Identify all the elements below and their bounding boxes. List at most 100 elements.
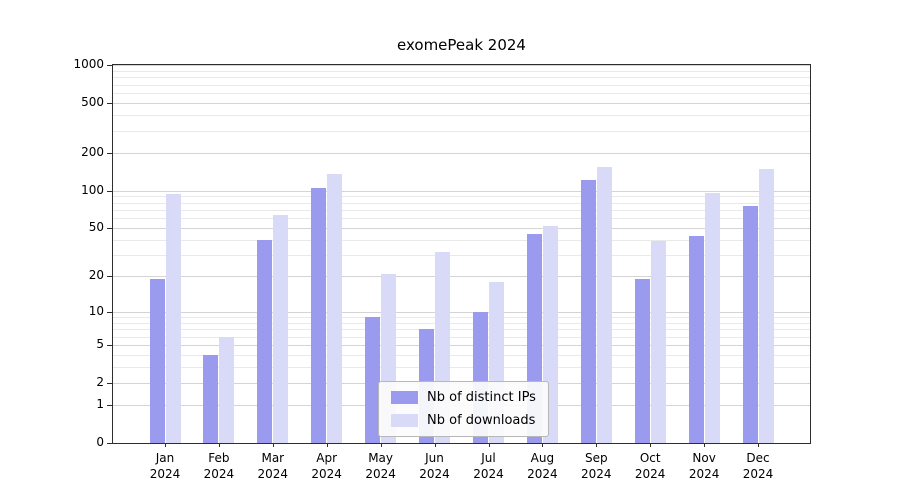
gridline-minor xyxy=(113,70,810,72)
legend-label-distinct-ips: Nb of distinct IPs xyxy=(427,390,536,405)
legend-item-downloads: Nb of downloads xyxy=(391,413,536,428)
bar-distinct-ips xyxy=(688,236,704,443)
y-tick-mark xyxy=(107,102,112,104)
y-tick-mark xyxy=(107,227,112,229)
gridline-minor xyxy=(113,84,810,86)
gridline-major xyxy=(113,227,810,229)
gridline-minor xyxy=(113,239,810,241)
gridline-minor xyxy=(113,329,810,331)
bar-downloads xyxy=(758,168,774,443)
gridline-minor xyxy=(113,202,810,204)
x-tick-label: Jan 2024 xyxy=(130,450,200,482)
x-tick-mark xyxy=(650,443,652,447)
y-tick-label: 200 xyxy=(81,144,104,159)
gridline-minor xyxy=(113,322,810,324)
legend-label-downloads: Nb of downloads xyxy=(427,413,536,428)
x-label-month: Nov xyxy=(692,451,716,465)
y-tick-mark xyxy=(107,311,112,313)
y-tick-label: 2 xyxy=(96,374,104,389)
x-label-year: 2024 xyxy=(149,467,181,481)
gridline-minor xyxy=(113,77,810,79)
y-tick-label: 0 xyxy=(96,435,104,449)
y-tick-mark xyxy=(107,345,112,346)
y-tick-mark xyxy=(107,276,112,278)
gridline-minor xyxy=(113,92,810,94)
legend-swatch-downloads xyxy=(391,414,418,427)
x-tick-mark xyxy=(165,443,166,447)
gridline-minor xyxy=(113,317,810,318)
x-tick-label: Aug 2024 xyxy=(507,450,577,482)
x-tick-mark xyxy=(596,443,598,447)
gridline-minor xyxy=(113,196,810,198)
x-tick-label: Jun 2024 xyxy=(400,450,470,482)
x-label-year: 2024 xyxy=(742,467,774,481)
gridline-minor xyxy=(113,367,810,369)
x-label-month: Jan xyxy=(155,451,175,465)
gridline-major xyxy=(113,190,810,192)
bar-distinct-ips xyxy=(203,354,219,443)
x-label-month: Mar xyxy=(261,451,285,465)
x-tick-label: Dec 2024 xyxy=(723,450,793,482)
x-tick-label: Jul 2024 xyxy=(454,450,524,482)
y-tick-mark xyxy=(107,405,112,407)
bar-distinct-ips xyxy=(257,239,273,443)
x-label-year: 2024 xyxy=(203,467,235,481)
bar-downloads xyxy=(596,166,612,443)
y-tick-label: 50 xyxy=(88,219,104,234)
x-tick-mark xyxy=(434,443,436,447)
bar-distinct-ips xyxy=(580,179,596,443)
x-label-year: 2024 xyxy=(257,467,289,481)
x-label-month: Jun xyxy=(425,451,444,465)
gridline-major xyxy=(113,276,810,278)
y-tick-mark xyxy=(107,190,112,192)
x-tick-mark xyxy=(488,443,490,447)
x-tick-mark xyxy=(380,443,382,447)
x-tick-label: May 2024 xyxy=(346,450,416,482)
y-tick-mark xyxy=(107,152,112,154)
x-label-month: Sep xyxy=(584,451,608,465)
legend-item-distinct-ips: Nb of distinct IPs xyxy=(391,390,536,405)
x-label-month: Dec xyxy=(746,451,770,465)
gridline-minor xyxy=(113,130,810,132)
x-tick-mark xyxy=(218,443,220,447)
gridline-major xyxy=(113,65,810,66)
gridline-minor xyxy=(113,218,810,220)
gridline-major xyxy=(113,152,810,154)
y-tick-label: 5 xyxy=(96,337,104,351)
x-label-year: 2024 xyxy=(688,467,720,481)
gridline-major xyxy=(113,102,810,104)
bar-distinct-ips xyxy=(634,279,650,443)
bar-downloads xyxy=(219,336,235,443)
y-tick-label: 10 xyxy=(88,303,104,318)
bar-downloads xyxy=(650,241,666,443)
chart-title: exomePeak 2024 xyxy=(397,36,526,54)
gridline-minor xyxy=(113,354,810,356)
y-tick-mark xyxy=(107,65,112,66)
x-label-year: 2024 xyxy=(527,467,558,481)
x-tick-mark xyxy=(542,443,544,447)
x-tick-label: Nov 2024 xyxy=(669,450,739,482)
x-label-month: Aug xyxy=(530,451,555,465)
y-tick-label: 20 xyxy=(88,268,104,283)
y-tick-mark xyxy=(107,382,112,384)
x-label-month: Oct xyxy=(639,451,661,465)
y-tick-label: 100 xyxy=(81,182,104,197)
x-tick-mark xyxy=(326,443,328,447)
x-tick-label: Sep 2024 xyxy=(561,450,631,482)
x-label-year: 2024 xyxy=(311,467,342,481)
bar-distinct-ips xyxy=(149,279,165,443)
legend-swatch-distinct-ips xyxy=(391,391,418,404)
x-tick-label: Feb 2024 xyxy=(184,450,254,482)
x-tick-label: Apr 2024 xyxy=(292,450,362,482)
bar-downloads xyxy=(165,194,181,443)
gridline-major xyxy=(113,311,810,313)
y-tick-label: 1000 xyxy=(73,57,104,71)
plot-area: Nb of distinct IPs Nb of downloads xyxy=(112,64,811,444)
bar-downloads xyxy=(704,193,720,443)
gridline-minor xyxy=(113,255,810,257)
bar-distinct-ips xyxy=(742,206,758,443)
y-tick-label: 1 xyxy=(96,397,104,412)
x-label-year: 2024 xyxy=(419,467,450,481)
gridline-major xyxy=(113,345,810,346)
